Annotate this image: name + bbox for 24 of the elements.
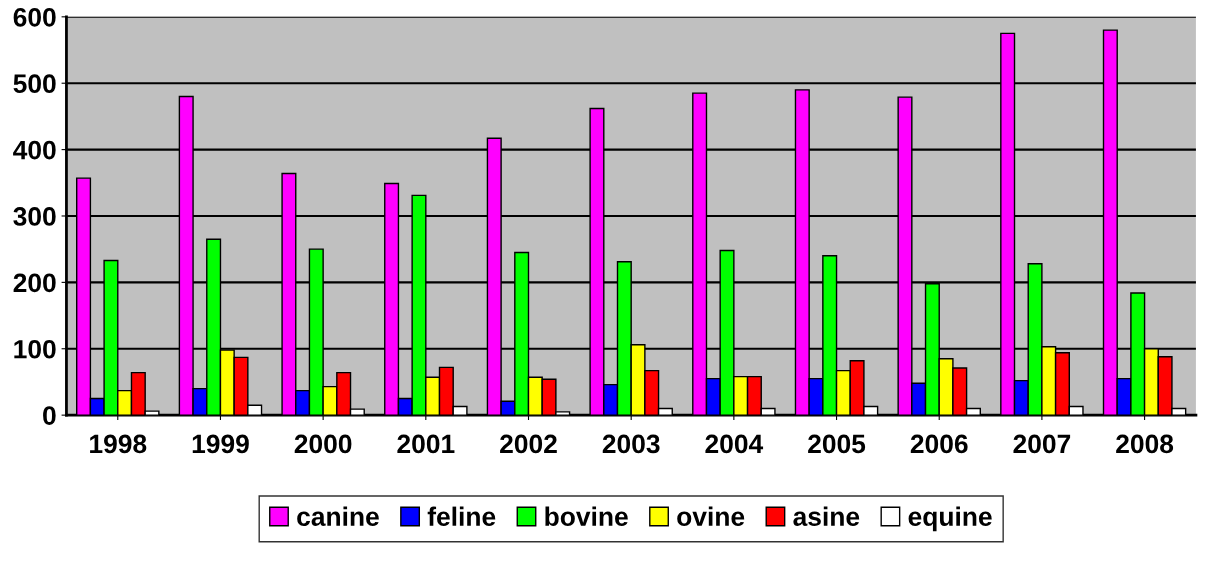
y-tick-label: 100 [14, 339, 56, 359]
legend-label: ovine [677, 506, 745, 526]
x-tick-label: 2006 [910, 434, 968, 454]
legend-label: asine [793, 506, 860, 526]
legend-label: equine [908, 506, 992, 532]
y-tick-label: 200 [13, 273, 56, 293]
x-tick-label: 2007 [1013, 434, 1071, 454]
y-tick-label: 300 [13, 207, 56, 226]
x-tick-label: 2008 [1116, 434, 1174, 454]
x-tick-label: 2003 [602, 434, 660, 454]
y-tick-label: 400 [13, 140, 56, 160]
x-tick-label: 2001 [397, 434, 455, 454]
legend-label: bovine [545, 506, 628, 526]
y-tick-label: 600 [13, 7, 56, 27]
legend-label: feline [427, 506, 496, 526]
x-tick-label: 2005 [808, 434, 866, 454]
x-tick-label: 2002 [500, 434, 557, 454]
y-tick-label: 500 [13, 74, 56, 94]
x-tick-label: 2004 [705, 434, 764, 454]
x-tick-label: 1999 [192, 434, 249, 454]
x-tick-label: 1998 [90, 434, 147, 454]
y-tick-label: 0 [43, 406, 56, 425]
x-tick-label: 2000 [294, 434, 352, 454]
legend-label: canine [297, 506, 379, 526]
